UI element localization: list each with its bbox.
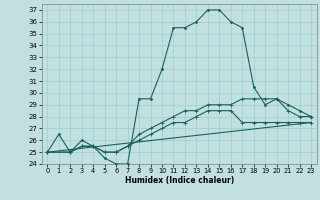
X-axis label: Humidex (Indice chaleur): Humidex (Indice chaleur) [124, 176, 234, 185]
